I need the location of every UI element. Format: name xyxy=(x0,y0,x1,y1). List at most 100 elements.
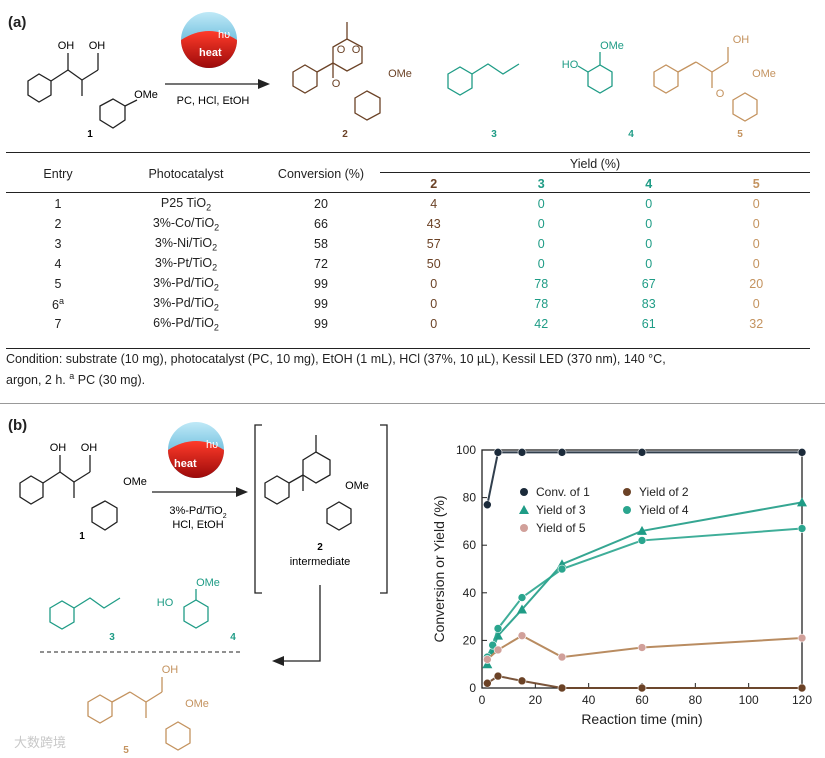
cell-y5: 0 xyxy=(752,197,760,211)
heat-icon xyxy=(181,31,237,68)
cell-y4: 83 xyxy=(641,297,656,311)
data-point xyxy=(637,525,647,535)
x-tick-label: 120 xyxy=(792,693,812,707)
series-line xyxy=(486,451,802,505)
hv-label-b: hυ xyxy=(206,439,218,451)
col-entry: Entry xyxy=(43,167,73,181)
kinetics-chart: 0 20 40 60 80 100 120 0 20 40 60 80 100 Reaction time… xyxy=(431,443,812,727)
y-tick-label: 40 xyxy=(463,586,477,600)
data-point xyxy=(797,683,807,693)
heat-label-b: heat xyxy=(174,458,197,470)
ether-o-2: O xyxy=(332,78,341,90)
compound-3-structure xyxy=(447,63,520,96)
col-yield: Yield (%) xyxy=(569,157,621,171)
oh-b-2: OH xyxy=(81,442,98,454)
panel-a-label: (a) xyxy=(8,14,27,31)
ome-label-1: OMe xyxy=(134,89,158,101)
compound-1-structure xyxy=(27,53,138,129)
y-tick-label: 100 xyxy=(456,443,476,457)
cell-y3: 0 xyxy=(537,217,545,231)
cell-conv: 20 xyxy=(314,197,328,211)
ome-label-4: OMe xyxy=(600,40,624,52)
legend-marker xyxy=(520,524,528,532)
cell-entry: 6a xyxy=(52,295,64,313)
x-tick-label: 40 xyxy=(582,693,596,707)
y-axis-label: Conversion or Yield (%) xyxy=(431,495,447,642)
x-tick-label: 0 xyxy=(479,693,486,707)
cell-conv: 99 xyxy=(314,277,328,291)
ome-b-1: OMe xyxy=(123,476,147,488)
data-point xyxy=(483,678,492,688)
cell-entry: 3 xyxy=(54,237,62,251)
compound-3b-number: 3 xyxy=(109,632,115,643)
cell-pc: 6%-Pd/TiO2 xyxy=(153,315,219,333)
cell-conv: 99 xyxy=(314,297,328,311)
ome-label-5: OMe xyxy=(752,68,776,80)
cell-y4: 0 xyxy=(645,197,653,211)
data-point xyxy=(483,655,492,664)
cell-y4: 61 xyxy=(641,317,656,331)
ho-label: HO xyxy=(562,59,579,71)
cell-y2: 0 xyxy=(430,297,438,311)
legend-marker xyxy=(623,506,631,514)
bracket-right xyxy=(380,424,388,594)
cell-pc: 3%-Pt/TiO2 xyxy=(154,255,218,273)
cell-entry: 2 xyxy=(54,217,62,231)
cell-y3: 42 xyxy=(534,317,549,331)
legend-label: Yield of 4 xyxy=(639,503,689,517)
data-point xyxy=(797,448,807,457)
legend-label: Yield of 3 xyxy=(536,503,586,517)
panel-a-scheme: OH OH OMe 1 heat hυ PC, HCl, EtOH O O O … xyxy=(27,12,776,140)
data-point xyxy=(493,624,503,633)
cell-y4: 67 xyxy=(641,277,656,291)
col-y4: 4 xyxy=(645,177,653,191)
compound-4-structure xyxy=(577,52,613,94)
oh-label-5: OH xyxy=(733,34,750,46)
y-tick-label: 20 xyxy=(463,633,477,647)
x-tick-label: 60 xyxy=(635,693,649,707)
ome-b-2: OMe xyxy=(345,480,369,492)
data-point xyxy=(483,500,492,510)
table-row: 1 P25 TiO2 20 4 0 0 0 xyxy=(6,194,810,214)
condition-note: Condition: substrate (10 mg), photocatal… xyxy=(6,351,816,389)
col-y2: 2 xyxy=(430,177,438,191)
data-point xyxy=(797,497,807,507)
cell-y5: 0 xyxy=(752,257,760,271)
data-point xyxy=(557,683,567,693)
data-point xyxy=(517,676,527,686)
intermediate-label: intermediate xyxy=(290,556,351,568)
oh-b-1: OH xyxy=(50,442,67,454)
panel-b-label: (b) xyxy=(8,417,28,434)
col-photocatalyst: Photocatalyst xyxy=(148,167,224,181)
compound-1-number: 1 xyxy=(87,129,93,140)
oh-b-5: OH xyxy=(162,664,179,676)
ome-b-4: OMe xyxy=(196,577,220,589)
compound-4b-number: 4 xyxy=(230,632,236,643)
data-point xyxy=(637,448,647,457)
heat-icon-b xyxy=(168,441,224,478)
data-point xyxy=(557,652,567,662)
cell-entry: 1 xyxy=(54,197,62,211)
cell-y4: 0 xyxy=(645,257,653,271)
data-point xyxy=(557,564,567,574)
data-point xyxy=(797,524,807,533)
col-y5: 5 xyxy=(752,177,760,191)
watermark: 大数跨境 xyxy=(14,735,66,750)
data-point xyxy=(493,671,503,681)
data-point xyxy=(517,604,527,614)
y-tick-label: 60 xyxy=(463,538,477,552)
cell-pc: 3%-Co/TiO2 xyxy=(152,215,220,233)
compound-2b-structure xyxy=(264,435,352,531)
compound-5b-structure xyxy=(87,677,191,751)
oh-label-2: OH xyxy=(89,40,106,52)
cell-pc: 3%-Pd/TiO2 xyxy=(153,295,219,313)
compound-4b-structure xyxy=(183,589,209,629)
oh-label-1: OH xyxy=(58,40,75,52)
cell-entry: 7 xyxy=(54,317,62,331)
cell-y2: 0 xyxy=(430,277,438,291)
ether-o-5: O xyxy=(716,88,725,100)
data-point xyxy=(517,593,527,602)
dioxane-o-2: O xyxy=(352,44,361,56)
ome-b-5: OMe xyxy=(185,698,209,710)
compound-5-number: 5 xyxy=(737,129,743,140)
